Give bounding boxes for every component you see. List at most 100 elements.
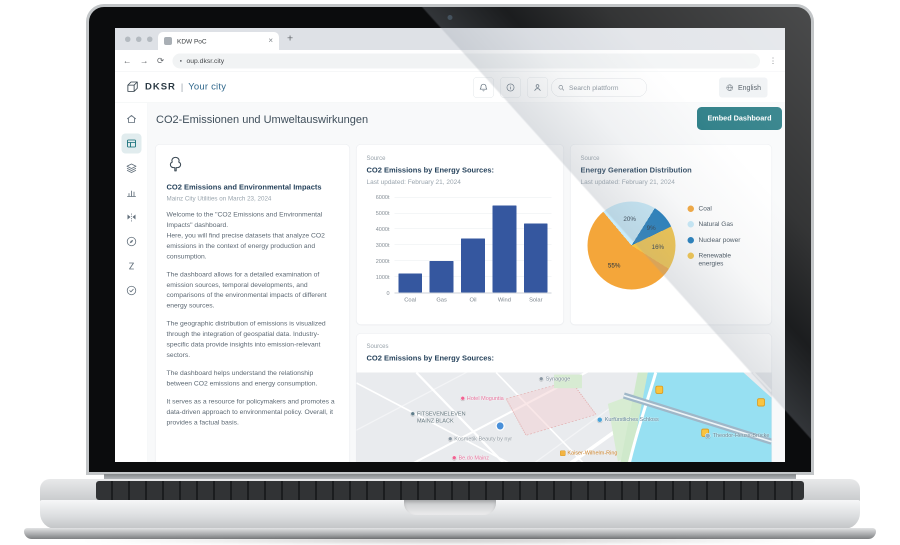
map-label-text: FITSEVENELEVEN MAINZ BLACK <box>416 411 466 424</box>
map-label-text: Synagoge <box>545 376 571 383</box>
pie-chart-card: Source Energy Generation Distribution La… <box>570 144 772 325</box>
sidebar-item-analytics[interactable] <box>122 183 142 203</box>
info-paragraph: Welcome to the "CO2 Emissions and Enviro… <box>166 210 325 260</box>
info-button[interactable] <box>500 77 521 98</box>
sidebar-item-status[interactable] <box>122 281 142 301</box>
map-marker-pin-icon <box>451 455 457 461</box>
legend-item: Renewable energies <box>687 251 744 267</box>
legend-label: Coal <box>698 204 712 213</box>
map-marker-pin-icon <box>460 395 465 401</box>
map-card-title: CO2 Emissions by Energy Sources: <box>366 354 495 363</box>
embed-dashboard-button[interactable]: Embed Dashboard <box>697 107 782 130</box>
back-icon[interactable]: ← <box>123 55 132 66</box>
legend-label: Nuclear power <box>698 235 741 244</box>
reload-icon[interactable]: ⟳ <box>157 55 165 66</box>
sidebar-item-layers[interactable] <box>122 158 142 178</box>
window-close-icon[interactable] <box>125 36 131 42</box>
info-card-body: Welcome to the "CO2 Emissions and Enviro… <box>167 210 339 428</box>
map-tiles <box>356 372 772 462</box>
map-marker-pin-icon <box>410 411 415 417</box>
forward-icon[interactable]: → <box>140 55 149 66</box>
map-label-text: Kosmetik Beauty by nyr <box>454 435 513 442</box>
new-tab-icon[interactable]: + <box>287 32 294 45</box>
info-paragraph: The dashboard allows for a detailed exam… <box>166 270 327 310</box>
secure-icon: ● <box>179 58 183 64</box>
bar-wind <box>492 205 517 293</box>
pie-card-subtitle: Last updated: February 21, 2024 <box>580 178 675 186</box>
brand-name: DKSR <box>145 81 176 93</box>
webcam-icon <box>447 15 453 20</box>
legend-item: Natural Gas <box>687 220 744 228</box>
brand-logo[interactable]: DKSR | Your city <box>126 80 226 95</box>
legend-label: Natural Gas <box>698 220 734 228</box>
gridline <box>394 228 552 230</box>
platform-search[interactable] <box>551 78 647 97</box>
notifications-button[interactable] <box>473 77 494 98</box>
z-icon <box>126 260 138 272</box>
map-marker-dot-icon <box>597 417 603 423</box>
map-label: Hotel Moguntia <box>460 395 504 402</box>
tab-favicon <box>164 37 172 45</box>
sidebar-item-merge[interactable] <box>122 207 142 227</box>
bar-card-subtitle: Last updated: February 21, 2024 <box>366 178 461 186</box>
bar-coal <box>398 273 423 293</box>
tab-close-icon[interactable]: × <box>268 36 273 46</box>
legend-swatch <box>687 236 694 244</box>
legend-item: Coal <box>687 204 744 213</box>
laptop-screen-bezel: KDW PoC × + ← → ⟳ ● oup.dksr.city ⋮ <box>86 4 814 475</box>
bar-chart-card: Source CO2 Emissions by Energy Sources: … <box>356 144 564 325</box>
legend-swatch <box>687 252 694 259</box>
laptop-base <box>24 528 876 539</box>
window-minimize-icon[interactable] <box>136 36 142 42</box>
laptop-body <box>40 500 860 529</box>
profile-button[interactable] <box>527 77 548 98</box>
map-marker-dot-icon <box>705 432 711 439</box>
language-button[interactable]: English <box>719 77 768 98</box>
bar-card-eyebrow: Source <box>366 154 386 162</box>
browser-tab[interactable]: KDW PoC × <box>158 32 279 50</box>
x-tick-label: Oil <box>469 297 477 303</box>
brand-divider: | <box>180 81 184 92</box>
url-field[interactable]: ● oup.dksr.city <box>172 53 760 69</box>
product-name: Your city <box>188 81 227 93</box>
window-maximize-icon[interactable] <box>147 36 153 42</box>
merge-icon <box>126 211 138 223</box>
map-labels: Synagoge Hotel Moguntia FITSEVENELEVEN MAI… <box>357 373 772 463</box>
bar-gas <box>429 260 454 293</box>
x-tick-label: Gas <box>436 297 447 303</box>
map-label-text: Hotel Moguntia <box>466 395 504 402</box>
map[interactable]: Synagoge Hotel Moguntia FITSEVENELEVEN MAI… <box>356 372 772 463</box>
map-label-text: Theodor-Heuss-Brücke <box>712 432 770 439</box>
laptop-shadow <box>70 537 830 544</box>
app-header: DKSR | Your city <box>115 72 785 103</box>
gridline <box>394 197 552 198</box>
person-icon <box>534 84 541 91</box>
window-controls[interactable] <box>125 36 153 42</box>
search-input[interactable] <box>569 83 639 92</box>
pie-card-eyebrow: Source <box>580 154 600 162</box>
browser-menu-icon[interactable]: ⋮ <box>769 56 777 66</box>
gridline <box>394 212 552 214</box>
map-label: Kurfürstliches Schloss <box>597 417 659 424</box>
info-card-byline: Mainz City Utilities on March 23, 2024 <box>166 195 272 202</box>
sidebar-item-dashboard[interactable] <box>121 133 142 154</box>
language-label: English <box>738 83 761 92</box>
y-tick-label: 4000t <box>375 226 390 233</box>
map-label: Synagoge <box>539 376 570 383</box>
info-card-title: CO2 Emissions and Environmental Impacts <box>166 183 322 192</box>
y-tick-label: 3000t <box>375 242 390 249</box>
y-tick-label: 0 <box>386 290 390 297</box>
map-label-text: Be.do Mainz <box>458 455 490 462</box>
layers-icon <box>126 162 138 174</box>
pie-chart-wrap: 55% 20% 9% 16% Coal Natural Gas Nuclear power… <box>581 191 762 301</box>
check-circle-icon <box>126 285 138 297</box>
bar-chart-yaxis: 0 1000t 2000t 3000t 4000t 5000t 6000t <box>367 195 390 297</box>
bar-oil <box>461 238 485 293</box>
x-tick-label: Wind <box>497 297 511 303</box>
sidebar-item-explore[interactable] <box>122 232 142 252</box>
sidebar-item-home[interactable] <box>122 109 142 129</box>
map-label: Be.do Mainz <box>451 455 490 462</box>
sidebar-item-z-tool[interactable] <box>122 256 142 276</box>
y-tick-label: 5000t <box>375 210 390 217</box>
map-label: Kaiser-Wilhelm-Ring <box>559 450 617 457</box>
